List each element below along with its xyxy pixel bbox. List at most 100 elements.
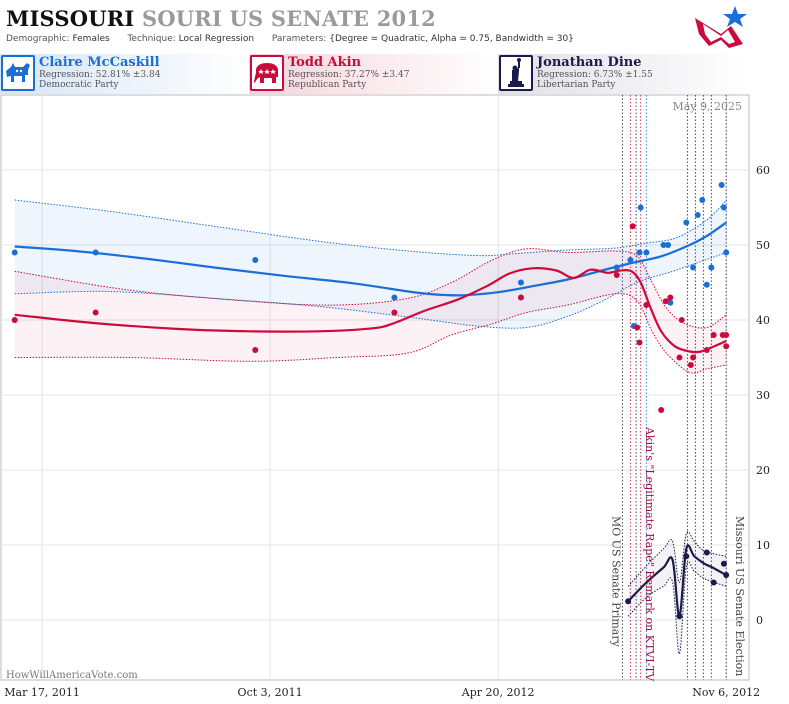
poll-point — [613, 272, 620, 278]
poll-point — [667, 299, 674, 306]
poll-point — [723, 249, 730, 256]
y-tick-label: 60 — [756, 164, 770, 177]
upper-bound-line — [14, 248, 727, 329]
poll-point — [660, 242, 667, 248]
confidence-band — [14, 200, 727, 329]
poll-point — [703, 549, 710, 556]
poll-point — [667, 294, 674, 301]
candidate-name: Todd Akin — [288, 55, 362, 70]
site-logo-icon[interactable] — [691, 4, 751, 50]
candidate-regression: Regression: 6.73% ±1.55 — [537, 70, 653, 80]
poll-point — [517, 279, 524, 286]
lower-bound-line — [14, 252, 727, 329]
chart-svg: 0 10 20 30 40 50 60 Mar 17, 2011 Oct 3, 2011 Apr … — [0, 94, 770, 699]
poll-point — [11, 317, 18, 323]
date-label: May 9, 2025 — [672, 100, 742, 113]
lower-bound-line — [627, 561, 727, 655]
legend-item-dine: Jonathan Dine Regression: 6.73% ±1.55 Li… — [498, 54, 747, 94]
regression-line — [14, 267, 727, 354]
poll-point — [720, 204, 727, 211]
candidate-party: Republican Party — [288, 80, 367, 90]
candidate-regression: Regression: 37.27% ±3.47 — [288, 70, 410, 80]
poll-point — [687, 362, 694, 368]
x-tick-label: Oct 3, 2011 — [238, 686, 303, 699]
technique-label: Technique: — [127, 34, 176, 44]
poll-point — [627, 257, 634, 263]
poll-point — [710, 332, 717, 338]
poll-point — [252, 257, 259, 263]
poll-point — [683, 553, 690, 560]
poll-point — [720, 560, 727, 567]
poll-point — [637, 204, 644, 211]
y-tick-label: 10 — [756, 539, 770, 552]
candidate-regression: Regression: 52.81% ±3.84 — [39, 70, 161, 80]
candidate-legend: Claire McCaskill Regression: 52.81% ±3.8… — [0, 54, 789, 94]
candidate-name: Claire McCaskill — [39, 55, 160, 70]
poll-point — [690, 264, 697, 271]
poll-point — [676, 354, 683, 361]
candidate-name: Jonathan Dine — [537, 55, 642, 70]
y-tick-label: 50 — [756, 239, 770, 252]
legend-item-mccaskill: Claire McCaskill Regression: 52.81% ±3.8… — [0, 54, 249, 94]
y-tick-label: 40 — [756, 314, 770, 327]
poll-point — [658, 407, 665, 413]
regression-chart: 0 10 20 30 40 50 60 Mar 17, 2011 Oct 3, 2011 Apr … — [0, 94, 789, 704]
x-tick-label: Mar 17, 2011 — [4, 686, 80, 699]
poll-point — [703, 347, 710, 353]
poll-point — [703, 281, 710, 288]
lower-bound-line — [14, 293, 727, 374]
poll-point — [718, 182, 725, 188]
poll-point — [613, 264, 620, 271]
upper-bound-line — [14, 199, 727, 257]
poll-point — [391, 309, 398, 316]
regression-line — [627, 544, 727, 618]
demographic-label: Demographic: — [6, 34, 70, 44]
title-state: MISSOURI — [6, 6, 135, 31]
watermark: HowWillAmericaVote.com — [6, 670, 138, 681]
poll-point — [699, 197, 706, 203]
poll-point — [391, 294, 398, 301]
poll-point — [676, 613, 683, 620]
poll-point — [662, 298, 669, 305]
poll-point — [636, 249, 643, 256]
header: MISSOURI SOURI US SENATE 2012 Demographi… — [0, 0, 789, 52]
poll-point — [92, 249, 99, 256]
upper-bound-line — [627, 531, 727, 587]
candidate-party: Democratic Party — [39, 80, 119, 90]
poll-point — [683, 219, 690, 226]
elephant-icon — [250, 55, 284, 91]
page-title: MISSOURI SOURI US SENATE 2012 — [6, 6, 436, 31]
x-tick-label: Apr 20, 2012 — [461, 686, 535, 699]
donkey-icon — [1, 55, 35, 91]
poll-point — [643, 302, 650, 308]
y-tick-label: 30 — [756, 389, 770, 402]
poll-point — [11, 249, 18, 256]
candidate-party: Libertarian Party — [537, 80, 616, 90]
poll-point — [636, 339, 643, 346]
title-race: SOURI US SENATE 2012 — [141, 6, 436, 31]
event-label: Akin's "Legitimate Rape" Remark on KTVI-… — [643, 426, 656, 682]
poll-point — [723, 332, 730, 338]
poll-point — [629, 223, 636, 230]
event-label: Missouri US Senate Election — [733, 516, 746, 676]
event-label: MO US Senate Primary — [609, 516, 622, 648]
poll-point — [252, 347, 259, 353]
demographic-value: Females — [72, 34, 110, 44]
statue-of-liberty-icon — [499, 55, 533, 91]
poll-point — [665, 242, 672, 248]
poll-point — [710, 579, 717, 586]
y-tick-label: 20 — [756, 464, 770, 477]
poll-point — [723, 343, 730, 350]
poll-point — [708, 264, 715, 271]
technique-value: Local Regression — [178, 34, 255, 44]
chart-parameters: Demographic: Females Technique: Local Re… — [6, 34, 574, 44]
x-tick-label: Nov 6, 2012 — [692, 686, 760, 699]
poll-point — [723, 572, 730, 578]
poll-point — [517, 294, 524, 301]
poll-point — [634, 324, 641, 331]
parameters-value: {Degree = Quadratic, Alpha = 0.75, Bandw… — [329, 34, 574, 44]
poll-point — [690, 354, 697, 361]
poll-point — [643, 249, 650, 256]
parameters-label: Parameters: — [271, 34, 327, 44]
plot-area — [0, 94, 750, 681]
